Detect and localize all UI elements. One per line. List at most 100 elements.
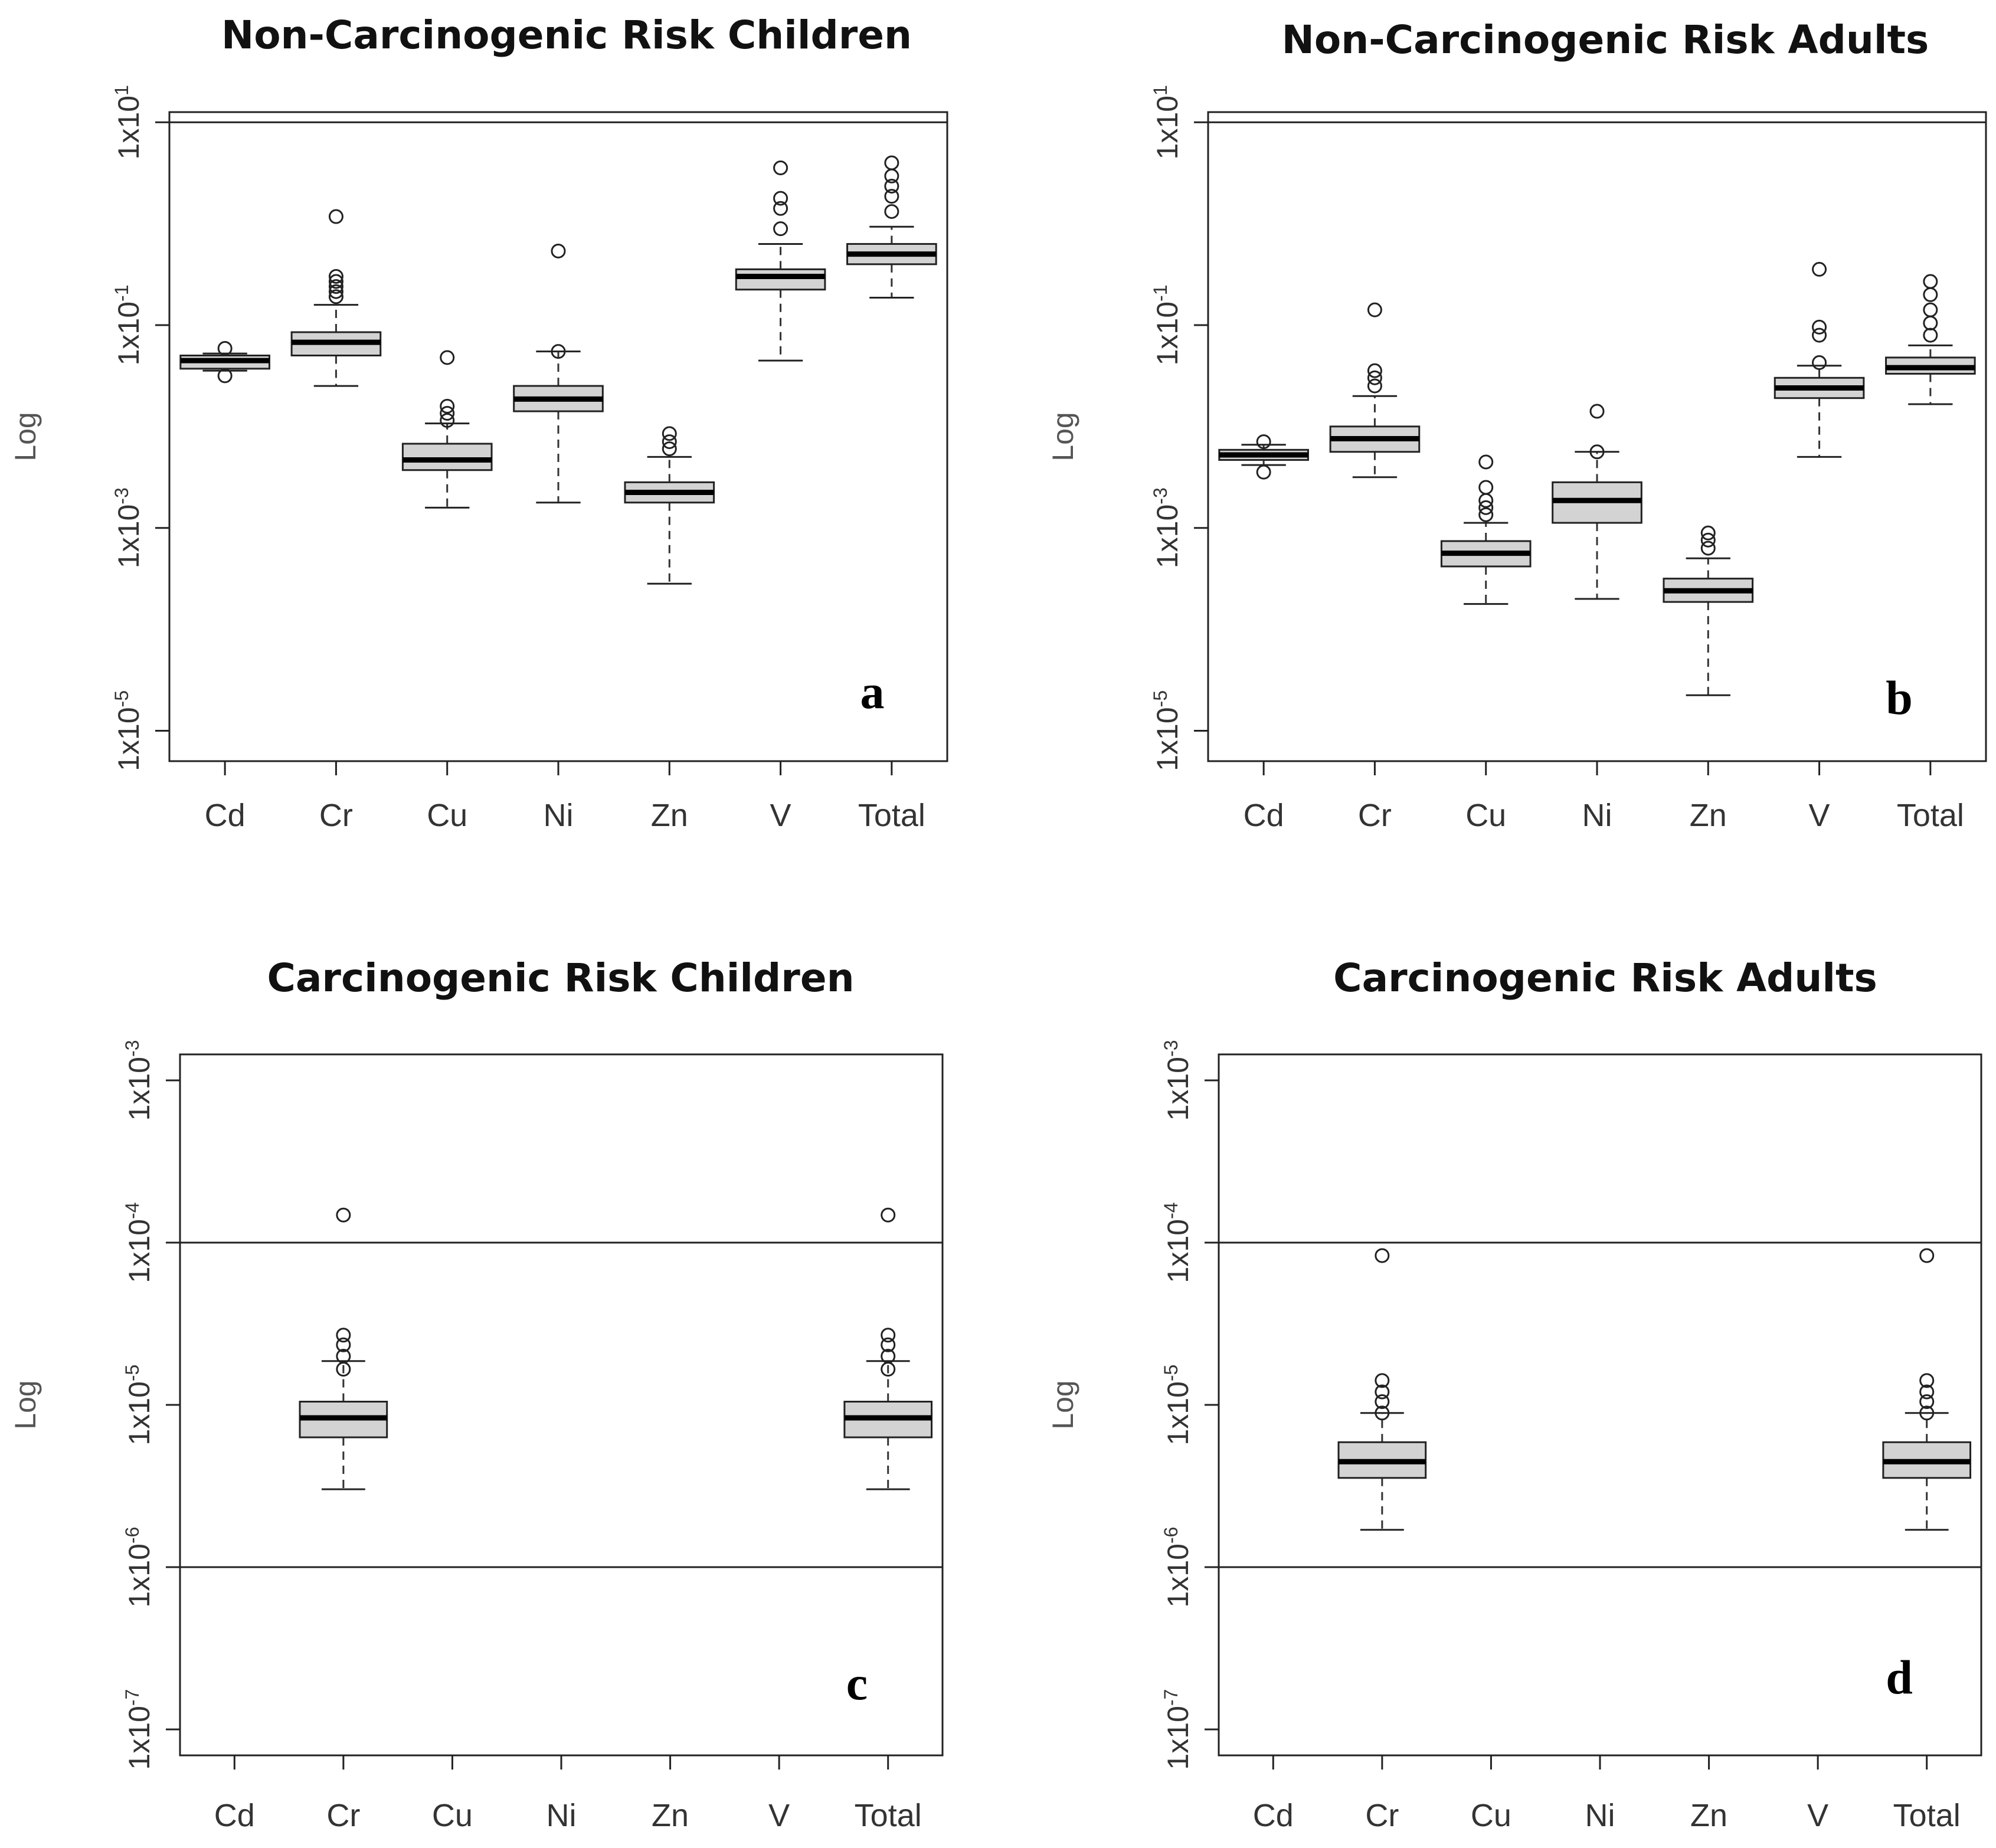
outlier-point bbox=[1256, 464, 1271, 480]
x-tick-label: Cr bbox=[326, 1798, 360, 1833]
box-ni bbox=[1552, 404, 1642, 600]
outlier-point bbox=[1478, 454, 1494, 470]
box-iqr bbox=[735, 268, 826, 291]
outlier-point bbox=[881, 1362, 896, 1377]
y-tick-label: 1x10-4 bbox=[122, 1202, 156, 1283]
y-tick-base: 1x10 bbox=[123, 1544, 156, 1607]
box-ni bbox=[513, 243, 604, 504]
outlier-point bbox=[328, 284, 343, 299]
outlier-point bbox=[1367, 378, 1382, 394]
y-tick-label: 1x10-3 bbox=[1150, 487, 1184, 568]
box-cr bbox=[299, 1207, 388, 1490]
y-tick-exponent: 1 bbox=[111, 85, 132, 96]
outlier-point bbox=[884, 189, 899, 204]
outlier-point bbox=[1923, 327, 1938, 343]
chart-panel-d: Carcinogenic Risk Adults 1x10 -3 1x10-4 1x10… bbox=[1046, 955, 1982, 1833]
y-tick-exponent: -7 bbox=[1160, 1689, 1182, 1706]
y-tick-label: 1x10-7 bbox=[1160, 1689, 1195, 1770]
panel-label: a bbox=[860, 665, 885, 719]
outlier-point bbox=[884, 155, 899, 171]
x-tick-label: Ni bbox=[544, 798, 574, 833]
outlier-point bbox=[217, 340, 233, 356]
outlier-point bbox=[336, 1207, 351, 1223]
outlier-point bbox=[328, 279, 343, 294]
outlier-point bbox=[1375, 1248, 1390, 1263]
outlier-point bbox=[328, 274, 343, 289]
outlier-point bbox=[551, 243, 566, 258]
y-tick-label: 1x101 bbox=[111, 85, 145, 159]
plot-frame bbox=[179, 1053, 944, 1757]
y-tick-label: 1x10-5 bbox=[111, 690, 145, 771]
y-tick-exponent: -5 bbox=[122, 1365, 143, 1381]
y-tick-base: 1x10 bbox=[123, 1381, 156, 1445]
outlier-point bbox=[328, 289, 343, 304]
outlier-point bbox=[440, 350, 455, 365]
y-tick-exponent: -5 bbox=[1160, 1365, 1182, 1381]
y-tick-label: 1x10-6 bbox=[122, 1527, 156, 1608]
y-tick-base: 1x10 bbox=[1151, 96, 1184, 159]
x-tick-label: V bbox=[1807, 1798, 1828, 1833]
y-tick-exponent: -3 bbox=[122, 1040, 143, 1057]
box-total bbox=[846, 155, 937, 299]
outlier-point bbox=[1923, 302, 1938, 317]
y-tick-base: 1x10 bbox=[112, 302, 145, 365]
outlier-point bbox=[1478, 500, 1494, 515]
chart-title: Non-Carcinogenic Risk Adults bbox=[1282, 17, 1929, 63]
chart-panel-b: Non-Carcinogenic Risk Adults1x1011x10-11… bbox=[1046, 17, 1987, 833]
x-tick-label: Cu bbox=[427, 798, 467, 833]
y-tick-label: 1x10-1 bbox=[111, 284, 145, 365]
outlier-point bbox=[1919, 1373, 1935, 1388]
outlier-point bbox=[1375, 1384, 1390, 1400]
x-tick-label: Cd bbox=[205, 798, 246, 833]
y-tick-label: 1x10-3 bbox=[111, 487, 145, 568]
y-tick-base: 1x10 bbox=[1151, 504, 1184, 568]
outlier-point bbox=[1923, 274, 1938, 289]
outlier-point bbox=[1700, 525, 1716, 540]
y-tick-exponent: -4 bbox=[1160, 1202, 1182, 1219]
y-tick-exponent: -5 bbox=[1150, 690, 1171, 707]
chart-title: Non-Carcinogenic Risk Children bbox=[221, 12, 912, 58]
y-tick-exponent: -6 bbox=[122, 1527, 143, 1544]
outlier-point bbox=[884, 204, 899, 219]
x-tick-label: Cd bbox=[1253, 1798, 1294, 1833]
y-tick-label: 1x10-7 bbox=[122, 1689, 156, 1770]
outlier-point bbox=[1700, 540, 1716, 556]
box-v bbox=[735, 160, 826, 362]
y-axis-title: Log bbox=[1046, 1380, 1079, 1429]
y-axis-title: Log bbox=[9, 1380, 42, 1429]
box-total bbox=[1885, 274, 1976, 405]
x-tick-label: V bbox=[1809, 798, 1830, 833]
x-tick-label: Cd bbox=[214, 1798, 255, 1833]
x-tick-label: Ni bbox=[547, 1798, 577, 1833]
y-tick-label: 1x10-1 bbox=[1150, 284, 1184, 365]
x-tick-label: Zn bbox=[1690, 798, 1727, 833]
y-tick-label: 1x10-3 bbox=[122, 1040, 156, 1121]
outlier-point bbox=[884, 178, 899, 194]
y-tick-base: 1x10 bbox=[112, 707, 145, 771]
y-tick-exponent: -3 bbox=[1160, 1040, 1182, 1057]
chart-title: Carcinogenic Risk Adults bbox=[1333, 955, 1877, 1001]
outlier-point bbox=[1919, 1405, 1935, 1421]
y-tick-base: 1x10 bbox=[123, 1219, 156, 1283]
outlier-point bbox=[1919, 1384, 1935, 1400]
x-tick-label: Total bbox=[855, 1798, 922, 1833]
x-tick-label: V bbox=[770, 798, 791, 833]
y-tick-base: 1x10 bbox=[1151, 707, 1184, 771]
y-tick-exponent: -3 bbox=[1150, 487, 1171, 504]
y-tick-base: 1x10 bbox=[123, 1706, 156, 1770]
y-tick-label: 1x10-5 bbox=[122, 1365, 156, 1446]
outlier-point bbox=[1812, 355, 1827, 371]
y-tick-exponent: -7 bbox=[122, 1689, 143, 1706]
panel-label: b bbox=[1886, 671, 1913, 725]
x-tick-label: Total bbox=[858, 798, 925, 833]
outlier-point bbox=[662, 441, 677, 457]
outlier-point bbox=[1812, 319, 1827, 335]
outlier-point bbox=[217, 368, 233, 384]
y-tick-label: 1x10-4 bbox=[1160, 1202, 1195, 1283]
y-tick-base: 1x10 bbox=[123, 1057, 156, 1120]
y-tick-base: 1x10 bbox=[112, 504, 145, 568]
outlier-point bbox=[881, 1328, 896, 1343]
y-tick-base: 1x10 bbox=[1161, 1544, 1195, 1607]
outlier-point bbox=[662, 426, 677, 441]
